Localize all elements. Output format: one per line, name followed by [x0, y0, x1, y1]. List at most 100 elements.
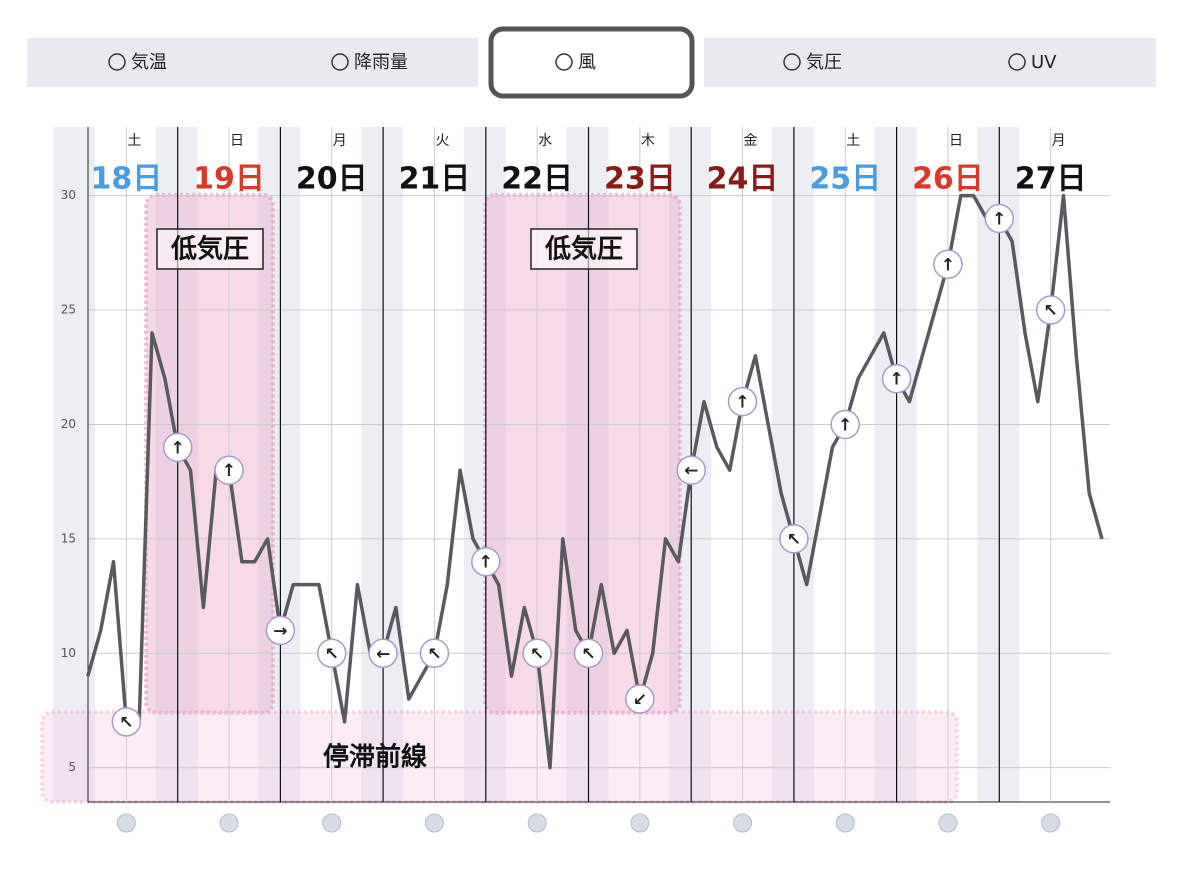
wind-marker [676, 455, 706, 485]
wind-marker [265, 615, 296, 646]
tab-icon [108, 53, 126, 71]
tab[interactable]: 気圧 [783, 52, 842, 73]
weekday-label: 木 [641, 133, 655, 149]
wind-marker [984, 203, 1015, 234]
wind-direction: ↑ [838, 415, 852, 435]
wind-marker [933, 249, 963, 280]
wind-direction: ← [376, 644, 390, 664]
night-stripe [361, 127, 404, 802]
night-stripe [874, 127, 917, 802]
wind-direction: ↖ [325, 644, 339, 664]
tab[interactable]: UV [1008, 52, 1057, 73]
tab-label: 気圧 [806, 52, 842, 73]
y-tick-label: 5 [68, 760, 76, 774]
wind-marker [727, 386, 758, 417]
weekday-label: 土 [846, 133, 860, 149]
annotation: 低気圧 [170, 234, 249, 265]
weekday-label: 月 [333, 133, 347, 149]
weather-icon [835, 813, 855, 833]
wind-direction: ↑ [889, 370, 903, 390]
weekday-label: 日 [949, 133, 963, 149]
wind-direction: ↖ [530, 644, 544, 664]
wind-direction: ↖ [427, 644, 441, 664]
date-label: 23日 [604, 162, 676, 197]
weather-icon [938, 813, 958, 833]
wind-direction: ↖ [787, 530, 801, 550]
tab-selected-frame [488, 26, 695, 99]
wind-marker [625, 684, 655, 714]
wind-direction: ↑ [941, 255, 955, 275]
weekday-label: 月 [1052, 133, 1066, 149]
y-tick-label: 10 [61, 646, 76, 660]
y-tick-label: 20 [61, 417, 76, 431]
tab[interactable]: 風 [488, 26, 695, 99]
weather-icon [630, 813, 650, 833]
annotation: 停滞前線 [323, 742, 427, 773]
wind-direction: → [273, 621, 287, 641]
wind-direction: ↖ [1044, 301, 1058, 321]
tab-icon [783, 53, 801, 71]
low-pressure-region [483, 193, 682, 715]
wind-direction: ↑ [735, 393, 749, 413]
wind-marker [368, 638, 398, 669]
tab[interactable]: 気温 [108, 52, 167, 73]
wind-marker [881, 363, 912, 394]
weather-icon [1041, 813, 1061, 833]
y-tick-label: 30 [61, 188, 76, 202]
weekday-label: 火 [435, 133, 449, 149]
date-label: 21日 [399, 162, 471, 197]
wind-direction: ↑ [171, 438, 185, 458]
wind-direction: ↑ [222, 461, 236, 481]
wind-line [86, 193, 1104, 770]
tab-label: UV [1031, 52, 1057, 73]
tab-label: 降雨量 [354, 52, 408, 73]
tab-icon [331, 53, 349, 71]
date-label: 18日 [90, 162, 162, 197]
weather-icon [733, 813, 753, 833]
weekday-label: 金 [744, 133, 758, 149]
date-label: 20日 [296, 162, 368, 197]
tab-label: 風 [578, 52, 596, 73]
wind-marker [1035, 295, 1066, 325]
night-stripe [258, 127, 301, 802]
wind-marker [111, 707, 142, 737]
date-label: 22日 [501, 162, 573, 197]
wind-marker [471, 546, 501, 577]
y-tick-label: 15 [61, 531, 76, 545]
wind-direction: ← [684, 461, 698, 481]
date-label: 26日 [912, 162, 984, 197]
wind-marker [162, 432, 193, 463]
tab[interactable]: 降雨量 [331, 52, 408, 73]
wind-direction: ↑ [992, 210, 1006, 230]
tab-label: 気温 [131, 52, 167, 73]
wind-marker [522, 638, 552, 669]
annotation: 低気圧 [544, 234, 623, 265]
wind-direction: ↑ [479, 553, 493, 573]
date-label: 19日 [193, 162, 265, 197]
tab-icon [1008, 53, 1026, 71]
wind-marker [419, 638, 450, 669]
annotation-box [530, 228, 638, 270]
wind-marker [573, 638, 604, 669]
wind-marker [317, 638, 347, 669]
front-region [40, 710, 959, 804]
weather-icon [322, 813, 342, 833]
night-stripe [771, 127, 814, 802]
tab-icon [555, 53, 573, 71]
night-stripe [53, 127, 95, 802]
weekday-label: 土 [127, 133, 141, 149]
wind-direction: ↙ [633, 690, 647, 710]
weather-icon [116, 813, 136, 833]
date-label: 24日 [707, 162, 779, 197]
date-label: 27日 [1015, 162, 1087, 197]
wind-marker [779, 524, 809, 554]
wind-marker [214, 455, 244, 485]
wind-direction: ↖ [119, 713, 133, 733]
annotation-box [156, 228, 264, 270]
weekday-label: 日 [230, 133, 244, 149]
weather-icon [219, 813, 239, 833]
weekday-label: 水 [538, 133, 552, 149]
y-tick-label: 25 [61, 303, 76, 317]
